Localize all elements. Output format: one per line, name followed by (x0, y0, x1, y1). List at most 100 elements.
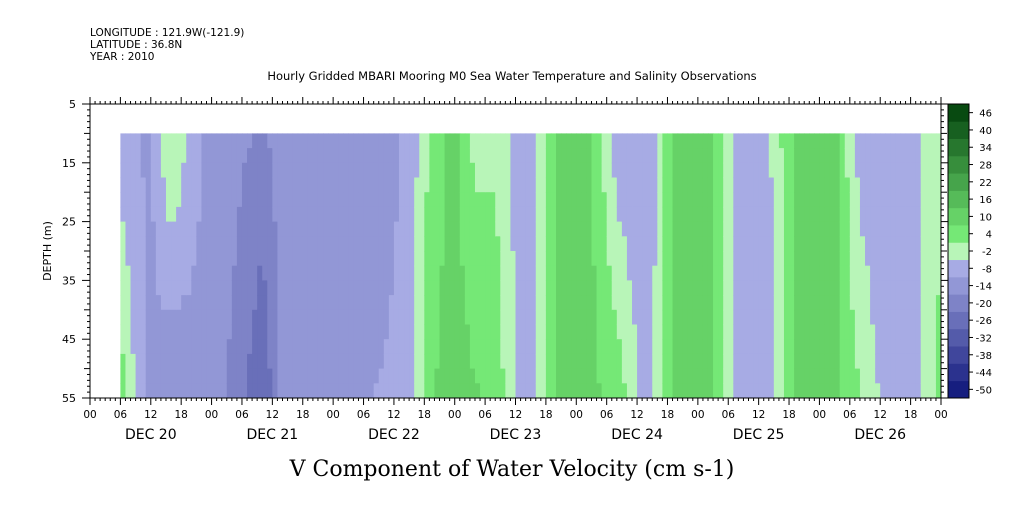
heatmap-cell (702, 162, 709, 179)
heatmap-cell (859, 206, 866, 223)
heatmap-cell (307, 177, 314, 193)
heatmap-cell (652, 280, 658, 296)
heatmap-cell (596, 206, 603, 223)
heatmap-cell (596, 148, 603, 164)
heatmap-cell (383, 133, 390, 149)
heatmap-cell (910, 206, 917, 223)
heatmap-cell (652, 192, 658, 208)
heatmap-cell (854, 133, 861, 149)
heatmap-cell (231, 133, 238, 149)
heatmap-cell (885, 368, 891, 384)
heatmap-cell (545, 192, 552, 208)
heatmap-cell (854, 324, 861, 340)
heatmap-cell (596, 368, 603, 384)
heatmap-cell (267, 295, 273, 311)
heatmap-cell (535, 265, 542, 281)
heatmap-cell (181, 368, 187, 384)
heatmap-cell (875, 133, 881, 149)
heatmap-cell (201, 353, 208, 370)
heatmap-cell (267, 236, 273, 252)
heatmap-cell (530, 221, 537, 237)
heatmap-cell (525, 206, 532, 223)
heatmap-cell (687, 206, 694, 223)
heatmap-cell (363, 324, 370, 340)
heatmap-cell (343, 162, 349, 179)
heatmap-cell (257, 192, 263, 208)
heatmap-cell (231, 383, 238, 398)
heatmap-cell (449, 162, 456, 179)
heatmap-cell (171, 236, 177, 252)
heatmap-cell (895, 309, 902, 326)
heatmap-cell (333, 368, 339, 384)
heatmap-cell (672, 309, 679, 326)
heatmap-cell (713, 221, 719, 237)
heatmap-cell (480, 206, 486, 223)
y-tick-label: 5 (69, 98, 76, 111)
heatmap-cell (778, 265, 785, 281)
heatmap-cell (236, 280, 243, 296)
heatmap-cell (464, 162, 471, 179)
heatmap-cell (140, 148, 147, 164)
heatmap-cell (231, 280, 238, 296)
heatmap-cell (591, 177, 598, 193)
heatmap-cell (905, 339, 912, 355)
heatmap-cell (140, 295, 147, 311)
heatmap-cell (935, 353, 941, 370)
heatmap-cell (728, 177, 734, 193)
heatmap-cell (920, 162, 927, 179)
heatmap-cell (176, 251, 182, 267)
heatmap-cell (738, 236, 745, 252)
heatmap-cell (804, 383, 810, 398)
heatmap-cell (454, 236, 461, 252)
heatmap-cell (236, 295, 243, 311)
heatmap-cell (581, 177, 588, 193)
heatmap-cell (834, 251, 841, 267)
colorbar-swatch (948, 173, 969, 191)
heatmap-cell (165, 309, 172, 326)
heatmap-cell (398, 251, 405, 267)
heatmap-cell (500, 251, 506, 267)
heatmap-cell (794, 295, 800, 311)
heatmap-cell (713, 309, 719, 326)
heatmap-cell (809, 265, 815, 281)
heatmap-cell (404, 295, 410, 311)
heatmap-cell (130, 280, 137, 296)
heatmap-cell (241, 251, 248, 267)
heatmap-cell (697, 162, 704, 179)
heatmap-cell (495, 133, 501, 149)
heatmap-cell (358, 148, 365, 164)
heatmap-cell (186, 383, 192, 398)
heatmap-cell (870, 221, 876, 237)
heatmap-cell (338, 221, 344, 237)
heatmap-cell (186, 280, 192, 296)
heatmap-cell (900, 309, 907, 326)
heatmap-cell (171, 192, 177, 208)
heatmap-cell (125, 206, 132, 223)
heatmap-cell (723, 295, 729, 311)
heatmap-cell (545, 221, 552, 237)
heatmap-cell (535, 383, 542, 398)
heatmap-cell (854, 177, 861, 193)
heatmap-cell (728, 383, 734, 398)
heatmap-cell (490, 236, 496, 252)
colorbar-swatch (948, 276, 969, 295)
heatmap-cell (130, 221, 137, 237)
heatmap-cell (333, 221, 339, 237)
hour-tick-label: 18 (661, 409, 674, 421)
heatmap-cell (814, 177, 821, 193)
heatmap-cell (576, 162, 582, 179)
heatmap-cell (368, 148, 375, 164)
heatmap-cell (606, 206, 613, 223)
heatmap-cell (672, 206, 679, 223)
heatmap-cell (469, 133, 476, 149)
heatmap-cell (378, 280, 385, 296)
heatmap-cell (145, 383, 152, 398)
heatmap-cell (697, 265, 704, 281)
hour-tick-label: 06 (114, 409, 128, 421)
heatmap-cell (814, 383, 821, 398)
heatmap-cell (824, 221, 831, 237)
heatmap-cell (495, 206, 501, 223)
heatmap-cell (328, 280, 334, 296)
heatmap-cell (241, 133, 248, 149)
heatmap-cell (824, 162, 831, 179)
